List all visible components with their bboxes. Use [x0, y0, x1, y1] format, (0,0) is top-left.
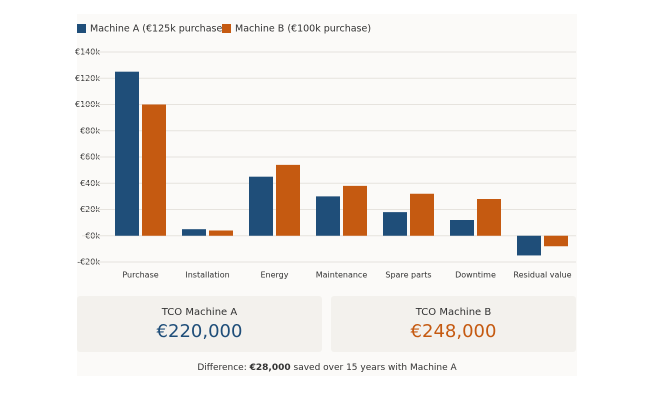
- bar: [115, 71, 139, 236]
- bar: [209, 230, 233, 236]
- bar: [410, 193, 434, 236]
- x-tick-label: Spare parts: [385, 271, 431, 280]
- legend-swatch: [222, 24, 231, 33]
- x-tick-label: Energy: [260, 271, 288, 280]
- note-amount: €28,000: [249, 363, 291, 373]
- bar: [182, 229, 206, 236]
- bar: [276, 164, 300, 236]
- card-label: TCO Machine B: [415, 307, 492, 318]
- tco-card: TCO Machine A €220,000: [77, 296, 322, 352]
- legend-swatch: [77, 24, 86, 33]
- bar: [517, 235, 541, 256]
- bar: [544, 235, 568, 247]
- bar: [316, 196, 340, 236]
- x-tick-label: Maintenance: [316, 271, 368, 280]
- card-value: €248,000: [410, 321, 497, 342]
- bar: [383, 212, 407, 236]
- x-tick-label: Purchase: [122, 271, 158, 280]
- bar: [450, 220, 474, 236]
- bar: [142, 104, 166, 236]
- note-text: saved over 15 years with Machine A: [293, 363, 457, 373]
- bar: [343, 185, 367, 236]
- legend-label: Machine B (€100k purchase): [235, 24, 371, 35]
- bar: [249, 176, 273, 236]
- bar: [477, 199, 501, 236]
- tco-card: TCO Machine B €248,000: [331, 296, 576, 352]
- x-tick-label: Downtime: [455, 271, 496, 280]
- card-value: €220,000: [156, 321, 243, 342]
- x-tick-label: Residual value: [513, 271, 571, 280]
- difference-note: Difference: €28,000 saved over 15 years …: [77, 363, 577, 373]
- note-text: Difference:: [197, 363, 247, 373]
- legend-label: Machine A (€125k purchase): [90, 24, 226, 35]
- x-tick-label: Installation: [185, 271, 229, 280]
- card-label: TCO Machine A: [161, 307, 238, 318]
